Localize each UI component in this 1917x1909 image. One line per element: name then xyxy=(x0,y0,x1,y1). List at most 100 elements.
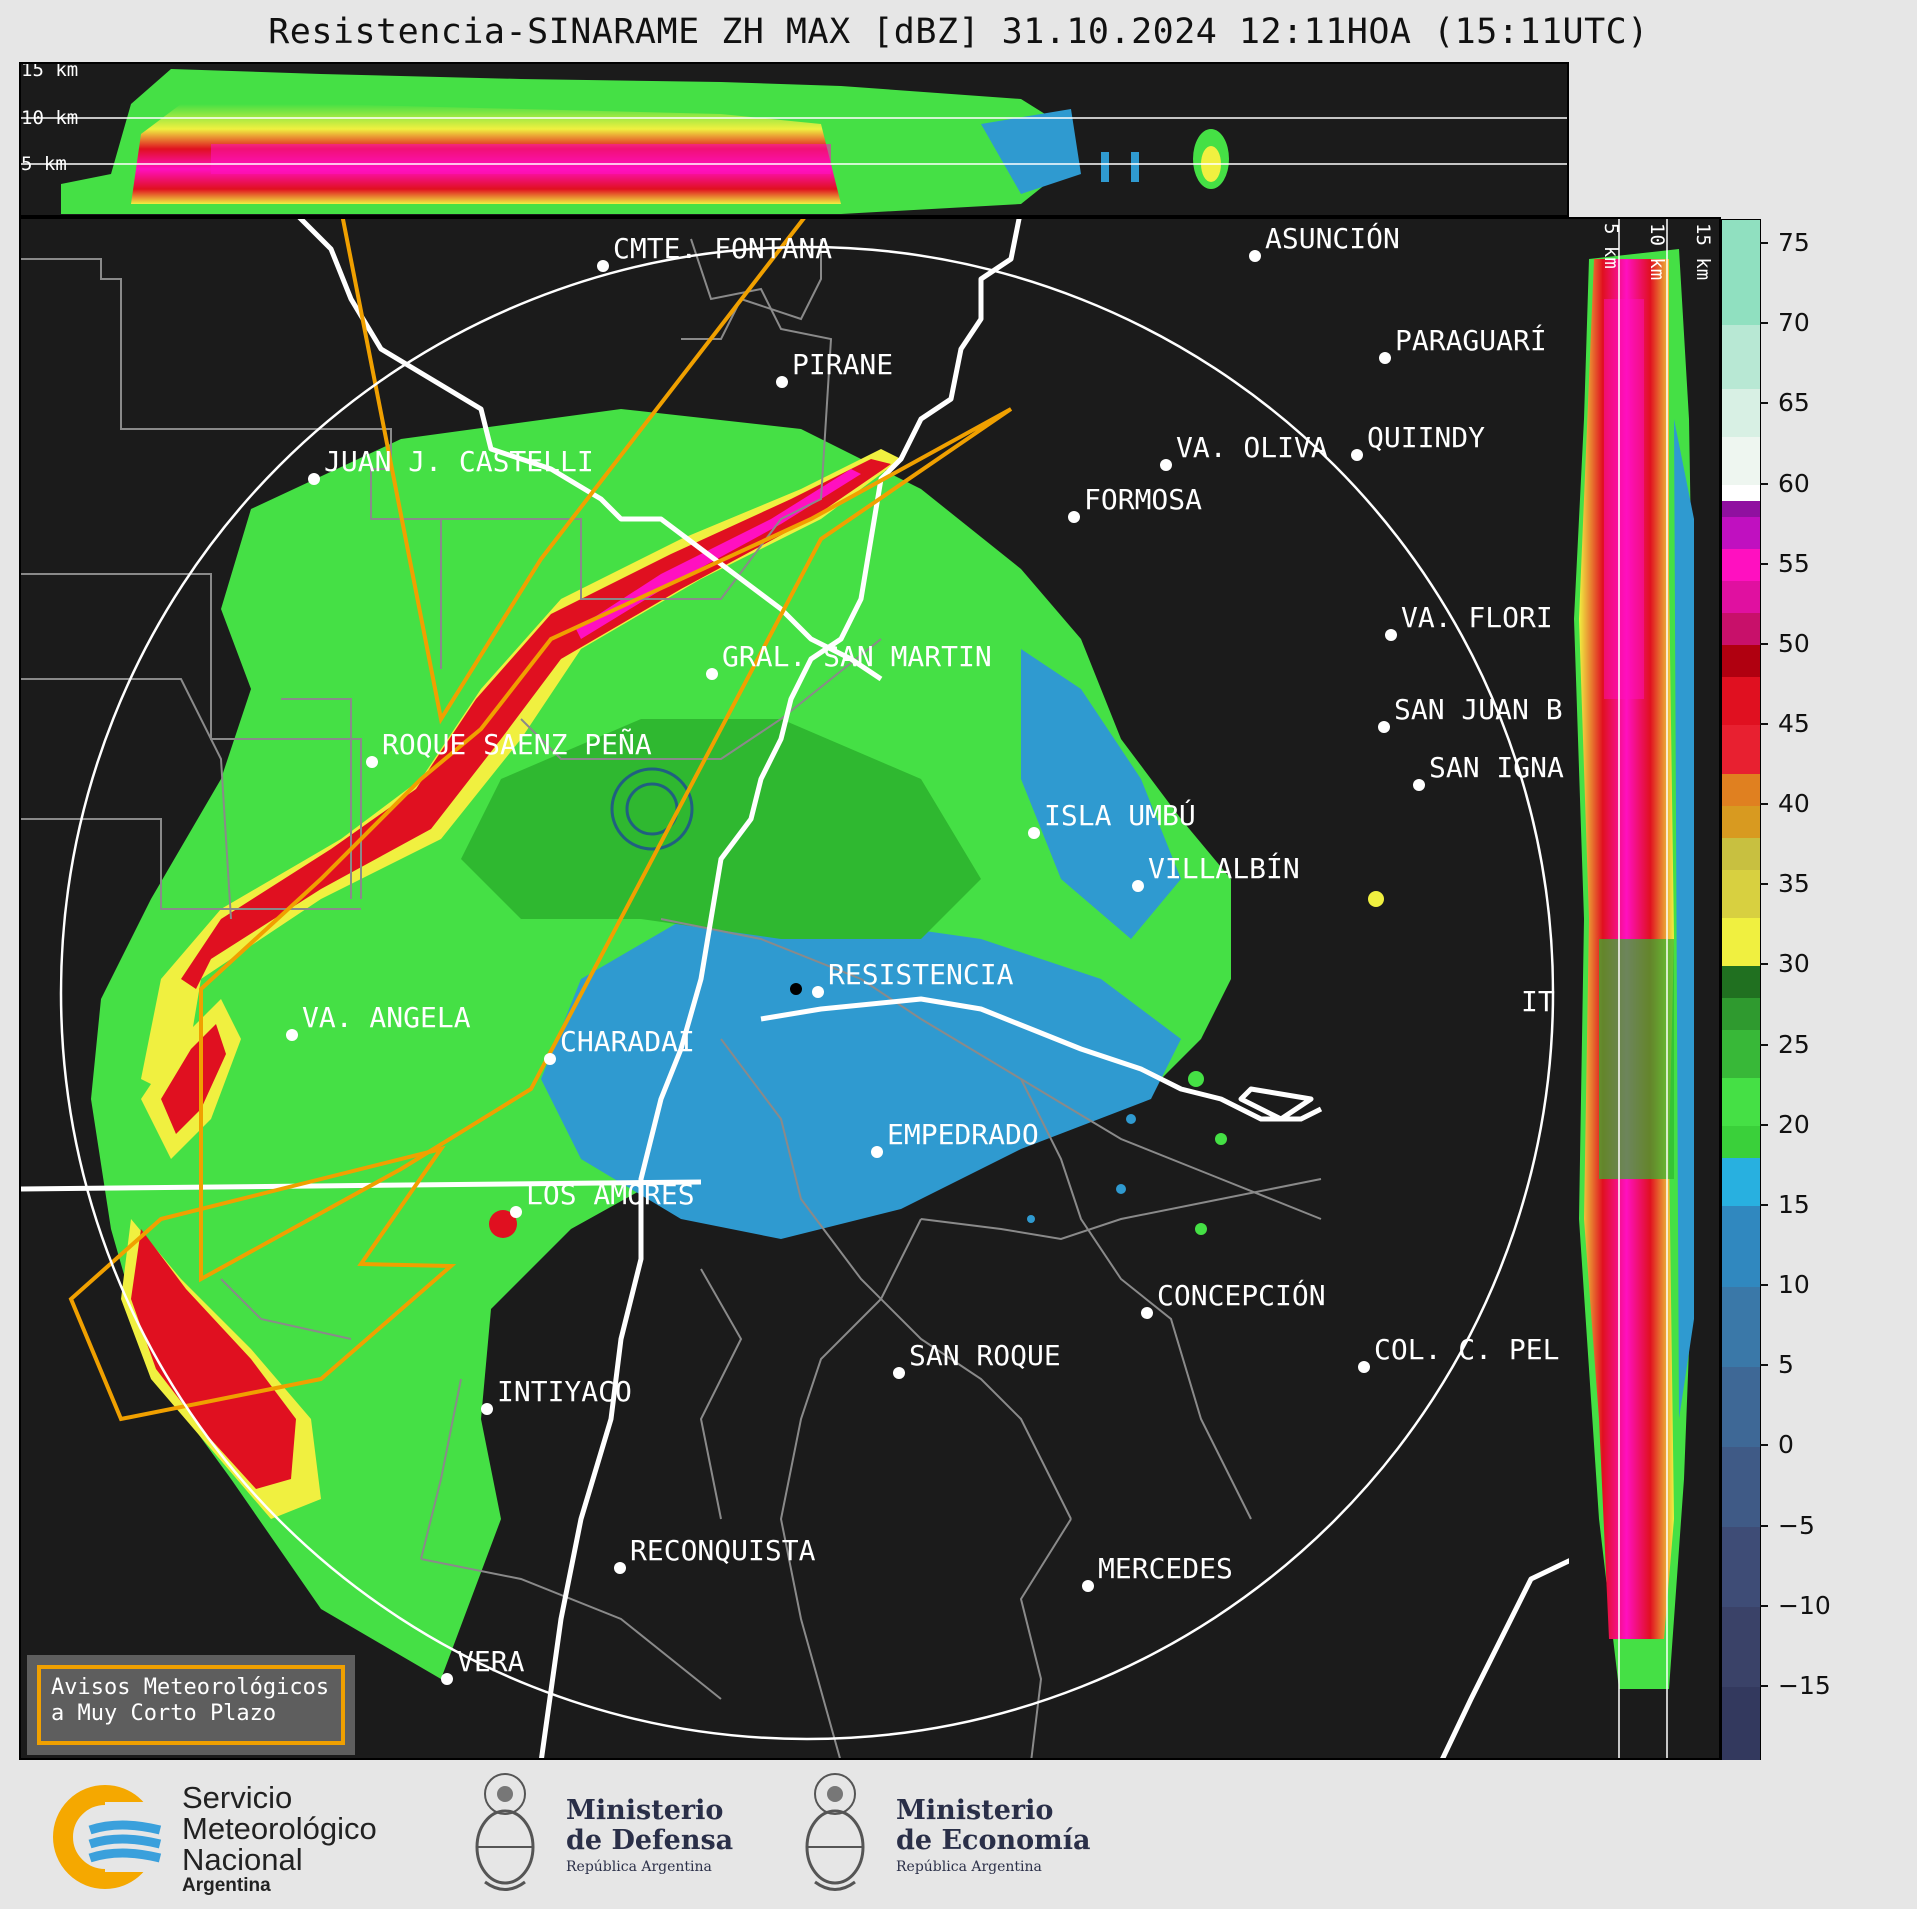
place-label: VA. OLIVA xyxy=(1176,431,1328,464)
radar-map[interactable]: CMTE. FONTANA ASUNCIÓN PARAGUARÍ PIRANE JUAN… xyxy=(19,217,1571,1760)
colorbar-segment xyxy=(1722,516,1760,550)
colorbar-segment xyxy=(1722,612,1760,646)
place-marker xyxy=(510,1206,522,1218)
top-profile-echo-speck xyxy=(1051,156,1057,180)
footer-logos: Servicio Meteorológico Nacional Argentin… xyxy=(0,1762,1917,1909)
colorbar-segment xyxy=(1722,1366,1760,1447)
place-label: JUAN J. CASTELLI xyxy=(324,445,594,478)
defensa-logo-line3: República Argentina xyxy=(566,1859,712,1875)
place-marker xyxy=(481,1403,493,1415)
warning-polygons xyxy=(68,219,1013,1422)
colorbar-tick-label: 0 xyxy=(1778,1430,1794,1460)
colorbar-tick-mark xyxy=(1760,1524,1768,1527)
colorbar-tick-label: −15 xyxy=(1778,1670,1831,1700)
page-title: Resistencia-SINARAME ZH MAX [dBZ] 31.10.… xyxy=(268,12,1649,52)
colorbar-tick-label: 5 xyxy=(1778,1350,1794,1380)
right-profile-magenta-band xyxy=(1604,299,1644,699)
place-label: EMPEDRADO xyxy=(887,1118,1039,1151)
colorbar-segment xyxy=(1722,869,1760,918)
radar-site-marker xyxy=(790,983,802,995)
place-marker xyxy=(812,986,824,998)
smn-logo-line4: Argentina xyxy=(182,1875,271,1896)
top-profile-magenta-band xyxy=(211,144,831,174)
echo-blue-east xyxy=(1021,649,1181,939)
place-label: VILLALBÍN xyxy=(1148,851,1300,885)
place-marker xyxy=(1141,1307,1153,1319)
warning-box-line1: Avisos Meteorológicos xyxy=(51,1675,330,1700)
place-marker xyxy=(1358,1361,1370,1373)
place-marker xyxy=(1378,721,1390,733)
echo-squall-line-red xyxy=(181,459,891,989)
colorbar-tick-label: −5 xyxy=(1778,1510,1815,1540)
colorbar-tick-mark xyxy=(1760,1684,1768,1687)
right-profile-height-15km: 15 km xyxy=(1692,223,1714,280)
place-label: COL. C. PEL xyxy=(1374,1333,1559,1366)
place-label: GRAL. SAN MARTIN xyxy=(722,640,992,673)
colorbar-segment xyxy=(1722,997,1760,1031)
place-marker xyxy=(544,1053,556,1065)
place-label: LOS AMORES xyxy=(526,1178,695,1211)
colorbar-tick-mark xyxy=(1760,1364,1768,1367)
place-marker xyxy=(1385,629,1397,641)
place-label: VA. ANGELA xyxy=(302,1001,471,1034)
colorbar-segment xyxy=(1722,388,1760,437)
colorbar-segment xyxy=(1722,965,1760,999)
colorbar-tick-label: 20 xyxy=(1778,1109,1810,1139)
place-marker xyxy=(1028,827,1040,839)
colorbar-segment xyxy=(1722,1686,1760,1760)
place-label: CMTE. FONTANA xyxy=(613,232,832,265)
colorbar-segment xyxy=(1722,548,1760,582)
economia-logo: Ministerio de Economía República Argenti… xyxy=(800,1762,1120,1902)
echo-cell-east xyxy=(1188,1071,1204,1087)
right-profile-height-5km: 5 km xyxy=(1600,223,1622,269)
colorbar-tick-label: −10 xyxy=(1778,1590,1831,1620)
place-label: ROQUE SAENZ PEÑA xyxy=(382,727,652,761)
top-vertical-profile-panel: 15 km 10 km 5 km xyxy=(19,62,1569,217)
place-label: RECONQUISTA xyxy=(630,1534,816,1567)
warning-box[interactable]: Avisos Meteorológicos a Muy Corto Plazo xyxy=(27,1655,355,1755)
right-vertical-profile-panel: 5 km 10 km 15 km xyxy=(1569,217,1721,1760)
colorbar-segment xyxy=(1722,1029,1760,1079)
place-marker xyxy=(871,1146,883,1158)
colorbar-segment xyxy=(1722,1286,1760,1367)
colorbar-segment xyxy=(1722,805,1760,838)
place-marker xyxy=(366,756,378,768)
echo-darkgreen-region xyxy=(461,719,981,939)
colorbar-tick-mark xyxy=(1760,1604,1768,1607)
colorbar-tick-mark xyxy=(1760,1284,1768,1287)
echo-squall-line-yellow xyxy=(141,449,901,1099)
place-marker xyxy=(597,260,609,272)
echo-cell-los-amores xyxy=(489,1210,517,1238)
colorbar-segment xyxy=(1722,1125,1760,1159)
colorbar-tick-label: 10 xyxy=(1778,1270,1810,1300)
echo-cell-east xyxy=(1215,1133,1227,1145)
smn-logo-line2: Meteorológico xyxy=(182,1811,377,1846)
colorbar-segment xyxy=(1722,644,1760,678)
economia-logo-line3: República Argentina xyxy=(896,1859,1042,1875)
colorbar-segment xyxy=(1722,1157,1760,1207)
colorbar-segment xyxy=(1722,500,1760,518)
colorbar-segment xyxy=(1722,484,1760,502)
clutter-ring xyxy=(610,767,694,851)
warning-box-line2: a Muy Corto Plazo xyxy=(51,1701,277,1726)
colorbar-segment xyxy=(1722,220,1760,325)
defensa-logo: Ministerio de Defensa República Argentin… xyxy=(470,1762,770,1902)
echo-cell-east xyxy=(1195,1223,1207,1235)
place-label: VERA xyxy=(457,1645,525,1678)
top-profile-echo-speck xyxy=(1101,152,1109,182)
radar-map-svg: CMTE. FONTANA ASUNCIÓN PARAGUARÍ PIRANE JUAN… xyxy=(21,219,1569,1758)
colorbar-tick-mark xyxy=(1760,1444,1768,1447)
echo-speck xyxy=(1126,1114,1136,1124)
colorbar-tick-label: 30 xyxy=(1778,949,1810,979)
defensa-logo-line2: de Defensa xyxy=(566,1825,734,1856)
place-marker xyxy=(1132,880,1144,892)
colorbar-tick-mark xyxy=(1760,642,1768,645)
place-marker xyxy=(1160,459,1172,471)
top-profile-height-10km: 10 km xyxy=(21,107,78,129)
colorbar-segment xyxy=(1722,837,1760,870)
colorbar-segment xyxy=(1722,1077,1760,1127)
place-label: MERCEDES xyxy=(1098,1552,1233,1585)
rivers-borders xyxy=(21,219,1569,1758)
echo-cell-far-east xyxy=(1368,891,1384,907)
place-label: QUIINDY xyxy=(1367,421,1485,454)
